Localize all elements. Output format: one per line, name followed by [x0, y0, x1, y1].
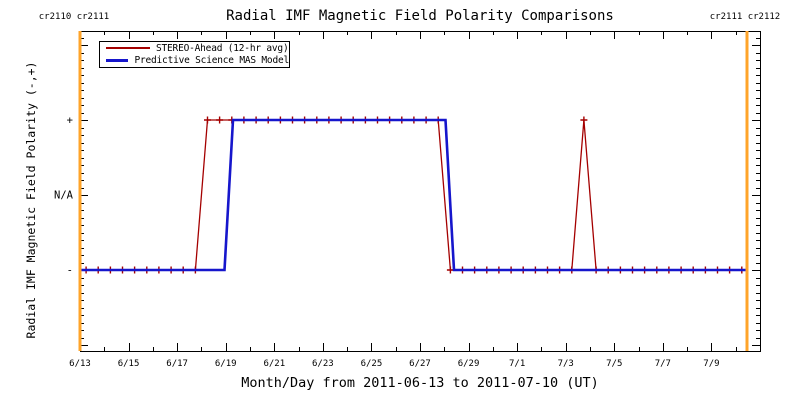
y-axis-title: Radial IMF Magnetic Field Polarity (-,+): [24, 61, 38, 339]
plot-frame: [80, 31, 761, 352]
x-axis-tick-label: 6/27: [409, 359, 431, 369]
legend-label-stereo: STEREO-Ahead (12-hr avg): [156, 42, 289, 54]
x-axis-tick-label: 6/17: [166, 359, 188, 369]
x-axis-tick-label: 6/29: [458, 359, 480, 369]
legend-box: STEREO-Ahead (12-hr avg) Predictive Scie…: [99, 41, 290, 68]
x-axis-tick-label: 7/7: [655, 359, 671, 369]
mas-model-line-swatch: [106, 59, 129, 63]
y-axis-tick-label: -: [67, 265, 73, 277]
x-axis-title: Month/Day from 2011-06-13 to 2011-07-10 …: [241, 375, 599, 391]
stereo-series-line: [86, 119, 747, 271]
x-axis-tick-label: 6/13: [69, 359, 91, 369]
legend-entry-mas-model: Predictive Science MAS Model: [100, 55, 289, 67]
x-axis-tick-label: 6/25: [361, 359, 383, 369]
chart-title: Radial IMF Magnetic Field Polarity Compa…: [226, 8, 614, 24]
stereo-series-plus-markers: [82, 116, 746, 274]
legend-entry-stereo: STEREO-Ahead (12-hr avg): [100, 42, 289, 54]
x-axis-tick-label: 7/1: [509, 359, 525, 369]
carrington-rotation-label-left: cr2110 cr2111: [38, 12, 110, 22]
stereo-line-swatch: [106, 47, 150, 50]
x-axis-tick-label: 7/9: [703, 359, 719, 369]
x-axis-tick-label: 7/5: [606, 359, 622, 369]
legend-label-mas-model: Predictive Science MAS Model: [134, 55, 289, 67]
y-axis-tick-label: N/A: [54, 190, 74, 202]
x-axis-tick-label: 6/21: [263, 359, 285, 369]
x-axis-tick-label: 6/15: [118, 359, 140, 369]
carrington-rotation-label-right: cr2111 cr2112: [709, 12, 781, 22]
x-axis-tick-label: 6/23: [312, 359, 334, 369]
mas-model-series-line: [80, 118, 747, 272]
y-axis-tick-label: +: [67, 115, 73, 127]
x-axis-tick-label: 6/19: [215, 359, 237, 369]
x-axis-tick-label: 7/3: [558, 359, 574, 369]
